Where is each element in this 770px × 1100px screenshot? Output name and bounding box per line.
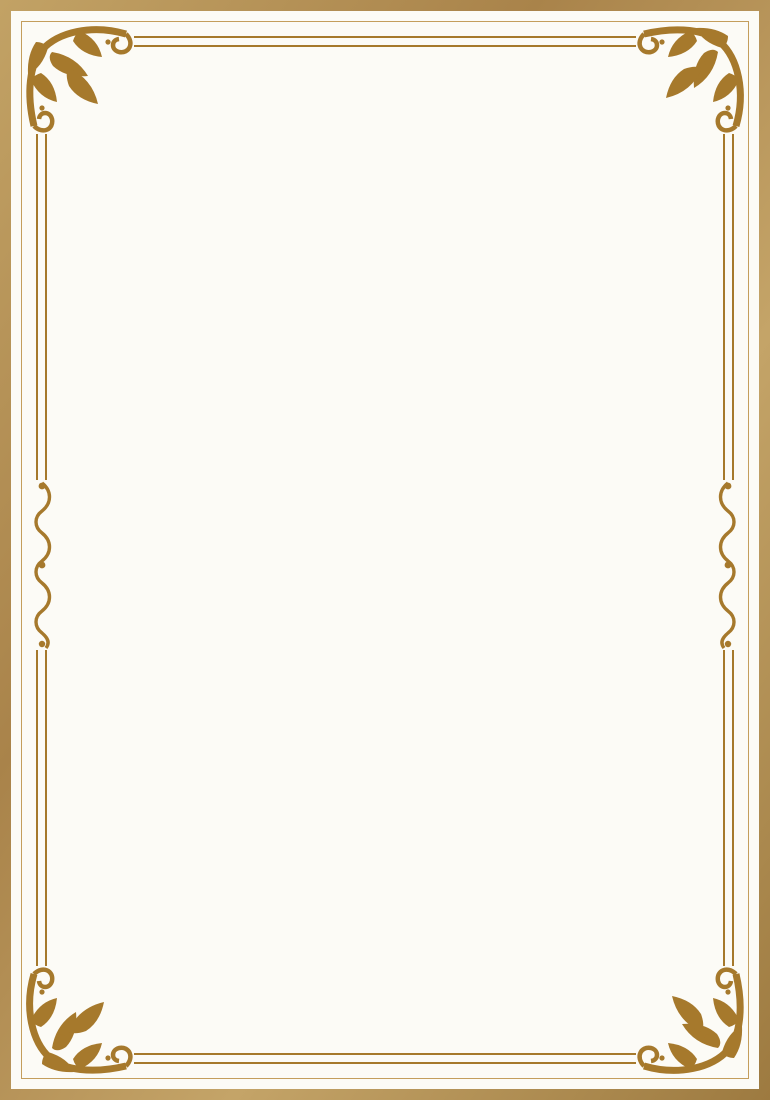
thin-gold-line: [21, 21, 749, 1079]
edge-scroll-ornament-left: [33, 480, 52, 650]
edge-scroll-ornament-right: [718, 480, 737, 650]
corner-ornament-bottom-left: [22, 966, 134, 1078]
corner-ornament-top-left: [22, 22, 134, 134]
corner-ornament-top-right: [636, 22, 748, 134]
paper-margin: [11, 11, 759, 1089]
gold-border-inner-line: [45, 45, 725, 1055]
corner-ornament-bottom-right: [636, 966, 748, 1078]
